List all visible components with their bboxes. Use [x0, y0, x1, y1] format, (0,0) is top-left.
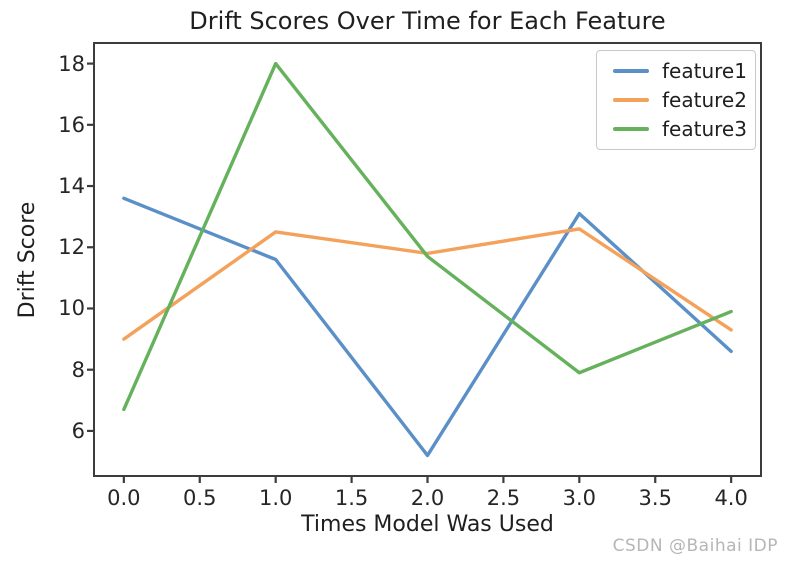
legend: feature1 feature2 feature3 [596, 50, 756, 150]
x-axis-label: Times Model Was Used [301, 512, 554, 537]
x-tick-label: 1.0 [258, 486, 293, 510]
x-tick-label: 0.0 [107, 486, 141, 510]
x-tick-label: 0.5 [183, 486, 217, 510]
legend-item-feature3: feature3 [597, 114, 755, 143]
series-line-feature1 [122, 196, 733, 458]
legend-item-feature2: feature2 [597, 85, 755, 114]
x-tick-label: 1.5 [334, 486, 369, 510]
line-chart [87, 61, 733, 483]
y-tick-label: 8 [71, 357, 85, 382]
legend-line-swatch [613, 97, 649, 102]
x-tick-label: 2.0 [410, 486, 445, 510]
legend-label: feature1 [662, 58, 747, 83]
y-tick-label: 12 [58, 235, 85, 260]
legend-label: feature3 [662, 116, 747, 141]
x-tick-label: 3.5 [638, 486, 672, 510]
plot-area: feature1 feature2 feature3 [87, 42, 762, 483]
x-tick-label: 2.5 [486, 486, 521, 510]
legend-item-feature1: feature1 [597, 56, 755, 85]
x-tick-label: 3.0 [562, 486, 597, 510]
x-tick-label: 4.0 [714, 486, 748, 510]
y-tick-label: 18 [58, 51, 85, 76]
legend-line-swatch [613, 126, 649, 131]
series-line-feature3 [122, 61, 733, 412]
watermark: CSDN @Baihai IDP [612, 536, 778, 556]
legend-label: feature2 [662, 87, 747, 112]
series-line-feature2 [122, 227, 733, 341]
y-tick-label: 14 [58, 174, 85, 199]
y-tick-label: 10 [58, 296, 85, 321]
y-tick-label: 16 [58, 112, 85, 137]
y-tick-label: 6 [71, 418, 85, 443]
chart-title: Drift Scores Over Time for Each Feature [189, 7, 666, 35]
legend-line-swatch [613, 68, 649, 73]
